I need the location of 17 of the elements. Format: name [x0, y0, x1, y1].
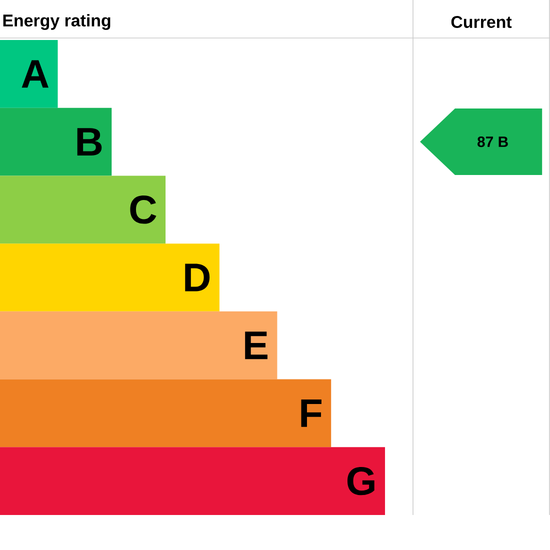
y-tick-label: A	[22, 60, 48, 88]
y-tick-label: E	[245, 332, 268, 360]
y-tick-label: C	[130, 196, 156, 224]
text: Current	[451, 16, 512, 28]
bar	[0, 40, 58, 108]
y-tick-label: F	[301, 400, 322, 427]
bar	[0, 447, 386, 516]
bar	[0, 311, 278, 380]
bar	[0, 108, 112, 176]
text: 87 B	[478, 136, 508, 148]
y-tick-label: B	[77, 128, 102, 156]
bar	[0, 244, 220, 312]
chart-title: Energy rating	[3, 14, 110, 30]
y-tick-label: D	[185, 264, 210, 292]
bar	[0, 176, 166, 244]
y-tick-label: G	[347, 466, 374, 496]
bar	[0, 379, 332, 448]
